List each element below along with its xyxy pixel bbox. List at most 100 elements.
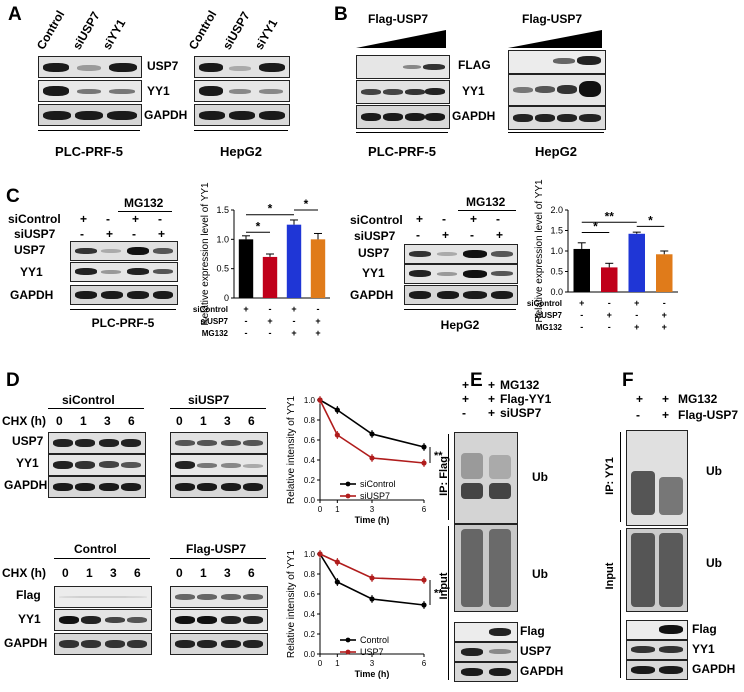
- sign-mark: +: [662, 310, 667, 320]
- underline: [48, 408, 144, 409]
- y-tick-label: 1.0: [550, 246, 563, 256]
- sign-mark: +: [462, 378, 470, 392]
- blot-flag: [454, 622, 518, 642]
- group-label: Flag-USP7: [186, 542, 247, 556]
- underline: [170, 558, 266, 559]
- y-tick-label: 0.6: [304, 436, 316, 445]
- row-label: USP7: [14, 243, 46, 257]
- bar-chart-c-left: 0 0.5 1.0 1.5 Relative expression level of Y…: [193, 182, 330, 338]
- legend-marker: [345, 493, 351, 499]
- row-label: MG132: [678, 392, 718, 406]
- blot-flag: [54, 586, 152, 608]
- row-label: YY1: [20, 265, 43, 279]
- legend-label: Control: [360, 635, 389, 645]
- bar: [628, 233, 645, 292]
- lane-label: siUSP7: [219, 9, 253, 52]
- panel-letter-d: D: [6, 370, 20, 391]
- x-tick-label: 6: [422, 659, 427, 668]
- bracket: [448, 526, 449, 680]
- underline: [458, 210, 516, 211]
- significance-mark: *: [593, 220, 598, 234]
- row-label: Ub: [706, 464, 722, 478]
- y-tick-label: 1.5: [216, 205, 229, 215]
- sign-mark: -: [416, 228, 420, 242]
- underline: [70, 309, 176, 310]
- blot-yy1: [38, 80, 142, 102]
- panel-letter-f: F: [622, 370, 634, 391]
- sign-mark: +: [488, 378, 496, 392]
- condition-label: MG132: [536, 323, 563, 332]
- sign-mark: +: [158, 227, 166, 241]
- blot-gapdh: [54, 633, 152, 655]
- row-label: USP7: [12, 434, 44, 448]
- significance-mark: *: [256, 219, 261, 233]
- series-line: [319, 399, 425, 464]
- row-label: YY1: [147, 84, 170, 98]
- sign-mark: +: [579, 298, 584, 308]
- sign-mark: -: [635, 310, 638, 320]
- blot-yy1: [170, 609, 268, 631]
- blot-usp7: [454, 642, 518, 662]
- x-tick-label: 1: [335, 505, 340, 514]
- sign-mark: +: [662, 392, 670, 406]
- blot-flag: [626, 620, 688, 640]
- sign-mark: -: [269, 328, 272, 338]
- blot-yy1: [404, 264, 518, 284]
- line-chart-d-top: 0.0 0.2 0.4 0.6 0.8 1.0 0 1 3 6 Time (h) Relative i…: [286, 395, 443, 525]
- row-label: Ub: [532, 567, 548, 581]
- cell-line-label: HepG2: [535, 144, 577, 159]
- legend-label: siUSP7: [360, 491, 390, 501]
- row-label: FLAG: [458, 58, 491, 72]
- bar: [310, 239, 326, 298]
- blot-flag: [170, 586, 268, 608]
- blot-usp7: [170, 432, 268, 454]
- sign-mark: -: [580, 310, 583, 320]
- panel-letter-b: B: [334, 4, 348, 25]
- condition-label: siControl: [527, 299, 562, 308]
- time-label: 1: [200, 414, 207, 428]
- y-tick-label: 0.6: [304, 590, 316, 599]
- time-label: 6: [134, 566, 141, 580]
- blot-ip-ub: [454, 432, 518, 524]
- row-label: USP7: [358, 246, 390, 260]
- time-label: 6: [128, 414, 135, 428]
- lane-label: siUSP7: [69, 9, 103, 52]
- legend-label: siControl: [360, 479, 396, 489]
- row-label: YY1: [18, 612, 41, 626]
- blot-gapdh: [404, 285, 518, 305]
- underline: [118, 211, 172, 212]
- blot-usp7: [48, 432, 146, 454]
- row-label: MG132: [500, 378, 540, 392]
- condition-label: siUSP7: [534, 311, 562, 320]
- blot-gapdh: [356, 105, 450, 129]
- legend-label: USP7: [360, 647, 384, 657]
- mg132-label: MG132: [466, 195, 506, 209]
- sign-mark: -: [608, 322, 611, 332]
- time-label: 0: [176, 414, 183, 428]
- row-label: GAPDH: [144, 108, 188, 122]
- chx-label: CHX (h): [2, 414, 46, 428]
- cell-line-label: PLC-PRF-5: [91, 316, 155, 330]
- significance-mark: *: [304, 197, 309, 211]
- bracket: [448, 434, 449, 520]
- row-label: GAPDH: [10, 288, 54, 302]
- blot-yy1: [54, 609, 152, 631]
- y-tick-label: 2.0: [550, 205, 563, 215]
- significance-mark: **: [434, 588, 443, 600]
- time-label: 6: [248, 414, 255, 428]
- time-label: 3: [224, 566, 231, 580]
- bracket: [620, 432, 621, 522]
- sign-mark: -: [317, 304, 320, 314]
- sign-mark: +: [662, 322, 667, 332]
- sign-mark: +: [607, 310, 612, 320]
- blot-yy1: [48, 454, 146, 476]
- significance-mark: **: [605, 209, 615, 223]
- significance-mark: *: [648, 213, 653, 227]
- blot-input-ub: [626, 528, 688, 612]
- sign-mark: +: [80, 212, 88, 226]
- group-label: Control: [74, 542, 117, 556]
- condition-label: siUSP7: [200, 317, 228, 326]
- bar: [262, 256, 278, 298]
- y-tick-label: 0.5: [216, 264, 229, 274]
- blot-gapdh: [194, 104, 290, 126]
